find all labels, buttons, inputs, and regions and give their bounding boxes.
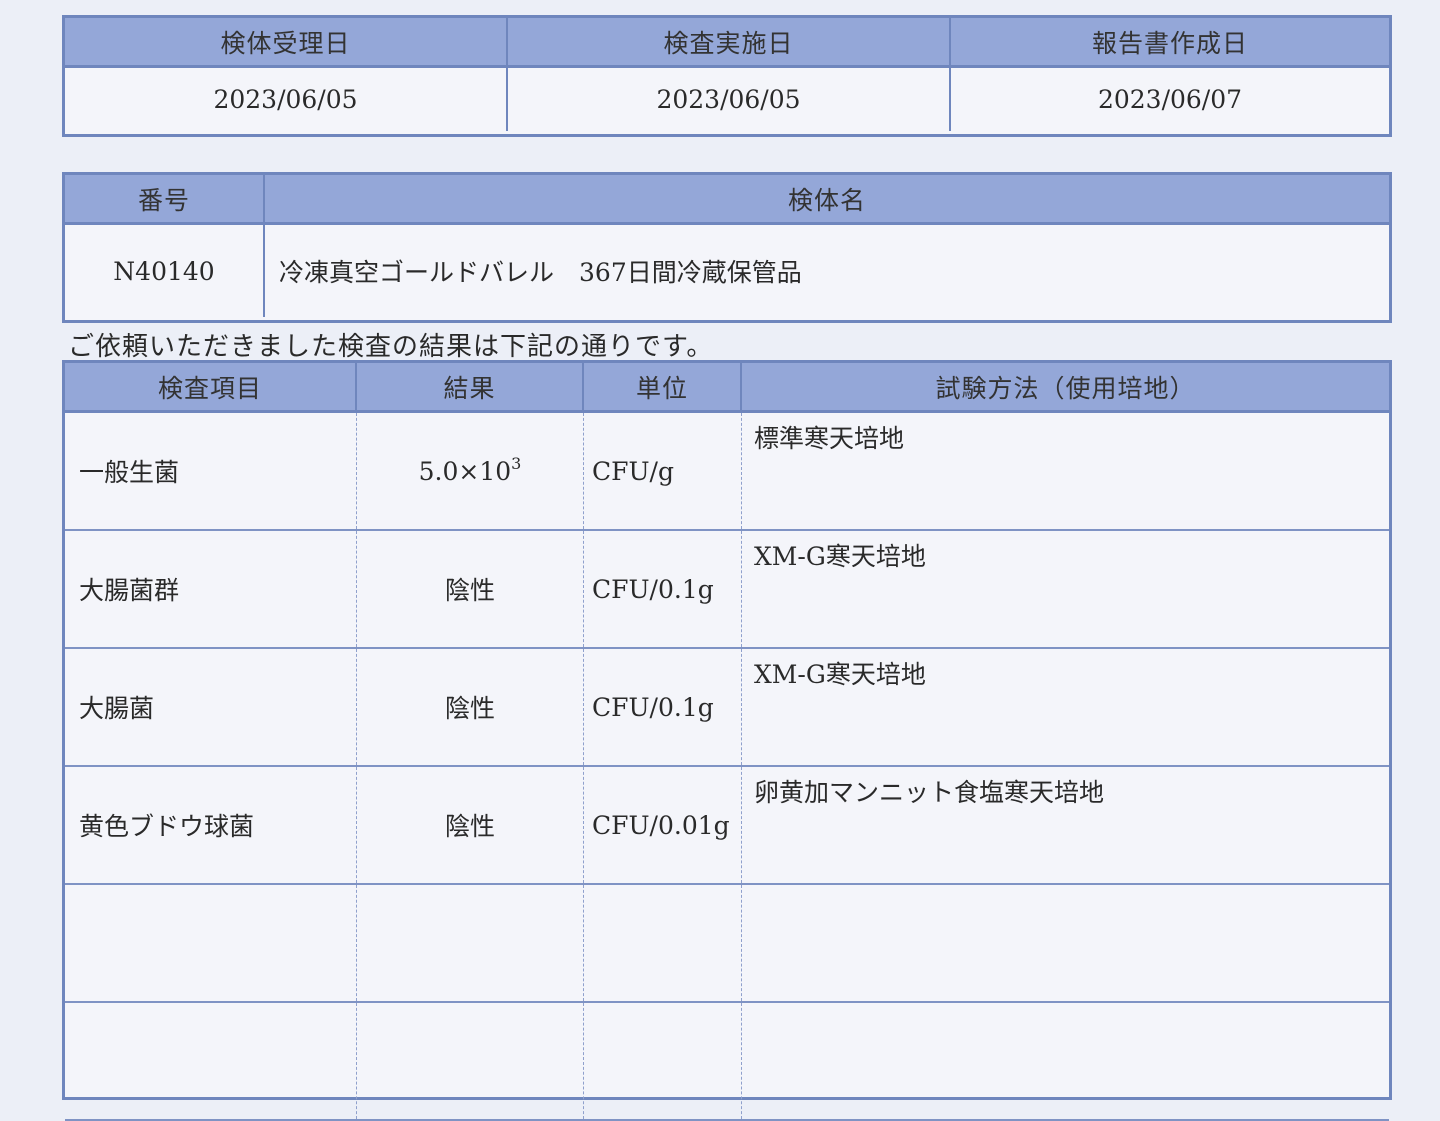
test-result: 陰性: [357, 649, 584, 765]
sample-table: 番号 検体名 N40140 冷凍真空ゴールドバレル 367日間冷蔵保管品: [62, 172, 1392, 323]
sample-name: 冷凍真空ゴールドバレル 367日間冷蔵保管品: [279, 258, 802, 287]
result-value: 陰性: [444, 694, 495, 723]
header-item: 検査項目: [65, 363, 357, 413]
test-method: XM-G寒天培地: [754, 542, 926, 571]
result-row: 黄色ブドウ球菌 陰性 CFU/0.01g 卵黄加マンニット食塩寒天培地: [65, 767, 1389, 885]
test-unit: CFU/0.1g: [584, 649, 742, 765]
test-unit: CFU/0.1g: [584, 531, 742, 647]
header-number: 番号: [65, 175, 265, 225]
result-row: 一般生菌 5.0×10 3 CFU/g 標準寒天培地: [65, 413, 1389, 531]
results-table: 検査項目 結果 単位 試験方法（使用培地） 一般生菌 5.0×10 3 CFU/g…: [62, 360, 1392, 1121]
test-unit: [584, 885, 742, 1001]
sample-number: N40140: [65, 225, 265, 317]
test-result: 陰性: [357, 767, 584, 883]
result-row: [65, 1003, 1389, 1121]
test-date: 2023/06/05: [508, 68, 951, 131]
test-item: 大腸菌群: [65, 531, 357, 647]
header-method: 試験方法（使用培地）: [742, 363, 1389, 413]
test-unit: CFU/g: [584, 413, 742, 529]
result-row: [65, 885, 1389, 1003]
test-method: 卵黄加マンニット食塩寒天培地: [754, 778, 1105, 807]
result-value: 5.0×10: [418, 456, 512, 486]
test-unit: [584, 1003, 742, 1119]
result-exponent: 3: [511, 453, 522, 473]
test-item: 大腸菌: [65, 649, 357, 765]
test-result: 陰性: [357, 531, 584, 647]
result-row: 大腸菌 陰性 CFU/0.1g XM-G寒天培地: [65, 649, 1389, 767]
test-item: [65, 885, 357, 1001]
intro-text: ご依頼いただきました検査の結果は下記の通りです。: [68, 332, 714, 362]
result-row: 大腸菌群 陰性 CFU/0.1g XM-G寒天培地: [65, 531, 1389, 649]
dates-table: 検体受理日 検査実施日 報告書作成日 2023/06/05 2023/06/05…: [62, 15, 1392, 137]
test-item: [65, 1003, 357, 1119]
test-method: [742, 1003, 1389, 1119]
header-received-date: 検体受理日: [65, 18, 508, 68]
result-value: 陰性: [444, 576, 495, 605]
test-method: [742, 885, 1389, 1001]
header-sample-name: 検体名: [265, 175, 1389, 225]
header-result: 結果: [357, 363, 584, 413]
test-result: [357, 1003, 584, 1119]
result-value: 陰性: [444, 812, 495, 841]
test-item: 黄色ブドウ球菌: [65, 767, 357, 883]
test-result: [357, 885, 584, 1001]
received-date: 2023/06/05: [65, 68, 508, 131]
report-date: 2023/06/07: [1097, 85, 1243, 114]
test-result: 5.0×10 3: [357, 413, 584, 529]
test-method: XM-G寒天培地: [754, 660, 926, 689]
header-report-date: 報告書作成日: [951, 18, 1389, 68]
test-unit: CFU/0.01g: [584, 767, 742, 883]
test-method: 標準寒天培地: [754, 424, 905, 453]
test-item: 一般生菌: [65, 413, 357, 529]
header-unit: 単位: [584, 363, 742, 413]
header-test-date: 検査実施日: [508, 18, 951, 68]
